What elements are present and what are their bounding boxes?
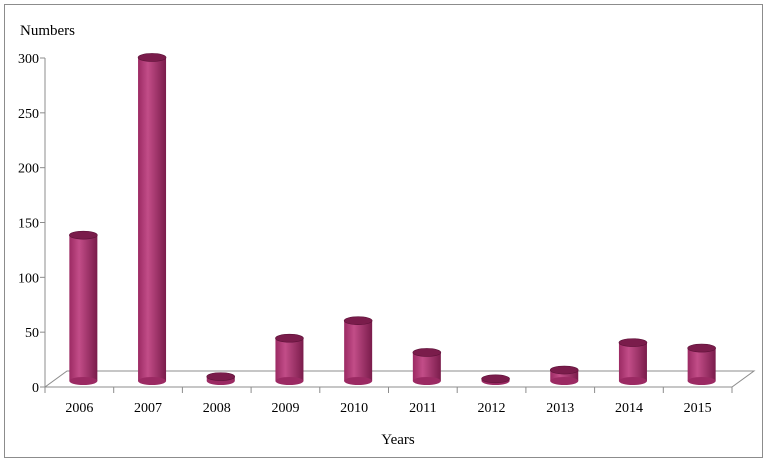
bar-cap [687,343,716,353]
bar-body [412,352,441,381]
x-tick-label: 2014 [615,401,643,416]
bar-cap [481,374,510,384]
bar-base [344,377,373,385]
bar-cap [412,348,442,357]
bar-cap [343,316,373,325]
bar-cap [618,338,648,347]
y-tick-label: 0 [32,381,39,396]
bar-body [275,338,304,381]
bar-base [412,377,441,385]
bar [549,365,579,385]
y-tick-label: 200 [18,162,39,177]
bar-base [275,377,304,385]
x-tick-label: 2013 [546,401,574,416]
bar-base [618,377,647,385]
bar-cap [549,365,579,375]
bar [69,230,98,385]
x-tick-label: 2009 [271,401,299,416]
bar-body [69,235,98,381]
bar-body [344,320,373,381]
bar-cap [275,333,304,343]
x-tick-label: 2007 [134,401,162,416]
bar-base [69,377,98,385]
bar [275,333,304,385]
y-tick-label: 50 [25,326,39,341]
bar-body [687,348,716,381]
x-tick-label: 2012 [478,401,506,416]
bar-body [138,57,167,381]
x-tick-label: 2006 [65,401,93,416]
x-tick-label: 2010 [340,401,368,416]
bar-cap [206,372,236,381]
x-tick-label: 2008 [203,401,231,416]
bar [687,343,716,385]
bar-base [138,377,167,385]
y-tick-label: 300 [18,52,39,67]
y-axis-title: Numbers [20,23,75,39]
bar [137,53,167,385]
bar [618,338,648,385]
bar-base [687,377,716,385]
bar [481,374,510,385]
bar [412,348,442,385]
bar-body [618,342,647,381]
y-tick-label: 250 [18,107,39,122]
bar-cap [137,53,167,62]
x-tick-label: 2011 [409,401,436,416]
bars [69,53,716,385]
bar-body [550,370,579,381]
y-tick-label: 150 [18,217,39,232]
bar [206,372,236,385]
y-tick-label: 100 [18,271,39,286]
bar-cap [69,230,98,240]
bar [343,316,373,385]
x-axis-title: Years [381,432,415,448]
axes [40,57,733,393]
bar-base [550,377,579,385]
tick-labels: 0 50 100 150 200 250 300 2006 2007 2008 2009 2010 20… [18,52,712,416]
x-tick-label: 2015 [684,401,712,416]
